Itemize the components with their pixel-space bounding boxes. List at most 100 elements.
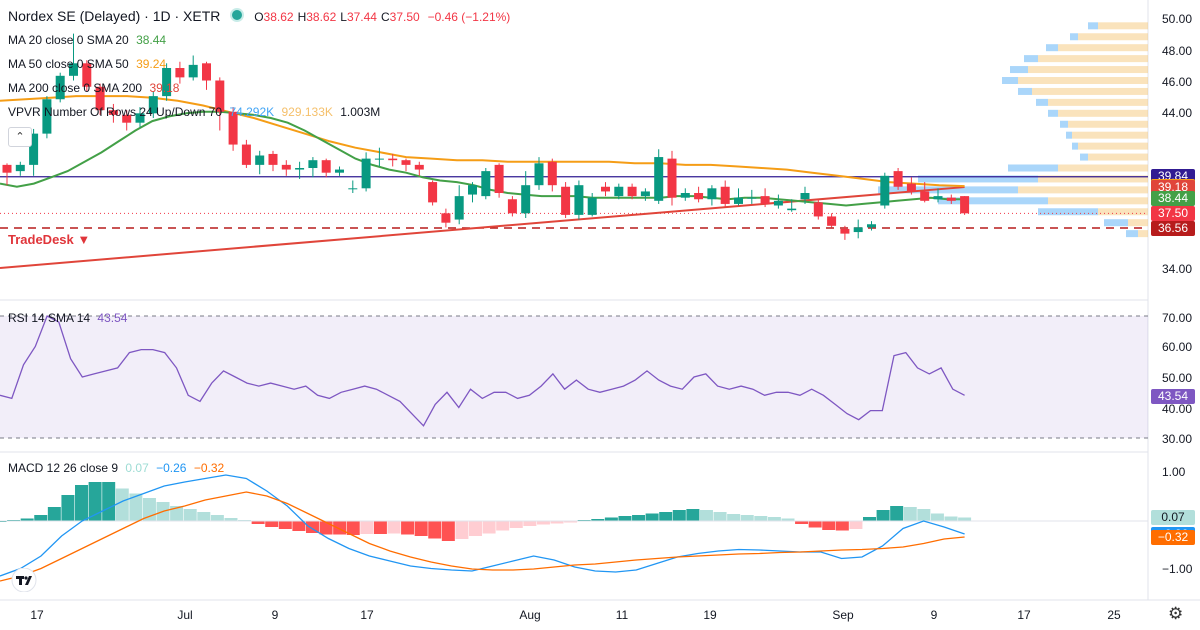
candle-body (880, 175, 890, 206)
symbol-title[interactable]: Nordex SE (Delayed) · 1D · XETR O38.62 H3… (8, 8, 510, 24)
ohlc-readout: O38.62 H38.62 L37.44 C37.50 (254, 10, 424, 24)
legend-ma20[interactable]: MA 20 close 0 SMA 20 38.44 (8, 33, 170, 47)
candle-body (308, 160, 318, 168)
macd-histogram-bar (659, 512, 673, 521)
ohlc-value: 37.50 (389, 10, 420, 24)
candle-body (281, 164, 291, 170)
macd-histogram-bar (604, 517, 618, 521)
candle-body (441, 213, 451, 223)
macd-histogram-bar (387, 521, 401, 534)
candle-body (95, 86, 105, 111)
candle-body (827, 216, 837, 226)
macd-histogram-bar (550, 521, 564, 524)
macd-histogram-bar (903, 507, 917, 521)
candle-body (361, 158, 371, 189)
legend-macd[interactable]: MACD 12 26 close 9 0.07 −0.26 −0.32 (8, 461, 228, 475)
macd-histogram-bar (754, 516, 768, 521)
candle-body (122, 114, 132, 123)
candle-body (587, 197, 597, 215)
macd-histogram-bar (170, 506, 184, 521)
collapse-legend-button[interactable]: ⌃ (8, 127, 32, 147)
candle-body (162, 68, 172, 97)
time-axis-label: 19 (703, 608, 717, 622)
legend-rsi[interactable]: RSI 14 SMA 14 43.54 (8, 311, 131, 325)
vpvr-up-bar (938, 197, 1048, 205)
macd-histogram-bar (862, 517, 876, 521)
vpvr-down-bar (1058, 109, 1148, 117)
ma200-line (0, 186, 965, 269)
vpvr-up-bar (1080, 153, 1088, 161)
candle-body (228, 111, 238, 145)
macd-histogram-bar (808, 521, 822, 528)
macd-hist-value: 0.07 (125, 461, 149, 475)
candle-body (55, 75, 65, 100)
vpvr-up-bar (1046, 44, 1058, 52)
macd-histogram-bar (686, 509, 700, 521)
price-axis-label: 44.00 (1162, 106, 1193, 120)
vpvr-up-value: 74.292K (229, 105, 275, 119)
price-tag: 37.50 (1151, 205, 1195, 221)
candle-body (734, 197, 743, 204)
candle-body (188, 64, 198, 78)
price-tag: 38.44 (1151, 191, 1195, 207)
macd-histogram-bar (183, 509, 197, 521)
rsi-value: 43.54 (97, 311, 128, 325)
candle-body (906, 183, 916, 192)
macd-histogram-bar (197, 512, 211, 521)
vpvr-down-bar (1048, 197, 1148, 205)
macd-histogram-bar (591, 519, 605, 521)
candle-body (680, 193, 690, 198)
market-status-icon (230, 8, 245, 22)
macd-tag: −0.32 (1151, 529, 1195, 545)
ohlc-value: 38.62 (263, 10, 294, 24)
vpvr-up-bar (1048, 109, 1058, 117)
symbol-title-text: Nordex SE (Delayed) · 1D · XETR (8, 8, 221, 24)
price-axis-label: 34.00 (1162, 262, 1193, 276)
candle-body (335, 169, 344, 173)
macd-histogram-bar (917, 509, 931, 521)
candle-body (640, 191, 650, 197)
rsi-label: RSI 14 SMA 14 (8, 311, 91, 325)
candle-body (694, 193, 704, 200)
candle-body (840, 228, 850, 234)
vpvr-up-bar (1010, 66, 1028, 74)
legend-ma200[interactable]: MA 200 close 0 SMA 200 39.18 (8, 81, 183, 95)
macd-line-value: −0.26 (156, 461, 187, 475)
candle-body (853, 227, 863, 233)
vpvr-down-bar (1058, 164, 1148, 172)
legend-vpvr[interactable]: VPVR Number Of Rows 24 Up/Down 70 74.292… (8, 105, 384, 119)
candle-body (813, 202, 823, 217)
legend-ma50[interactable]: MA 50 close 0 SMA 50 39.24 (8, 57, 170, 71)
vpvr-down-bar (1038, 175, 1148, 183)
rsi-line (0, 315, 965, 427)
macd-histogram-bar (509, 521, 523, 528)
candle-body (82, 63, 92, 87)
ma20-value: 38.44 (136, 33, 167, 47)
chevron-up-icon: ⌃ (15, 131, 25, 143)
macd-histogram-bar (890, 506, 904, 521)
candle-body (268, 153, 278, 165)
candle-body (920, 191, 930, 201)
vpvr-down-bar (1078, 142, 1148, 150)
tradingview-logo[interactable] (10, 568, 38, 592)
settings-gear-icon[interactable]: ⚙ (1168, 604, 1184, 623)
candle-body (321, 160, 331, 173)
macd-histogram-bar (75, 485, 89, 521)
candle-body (388, 158, 398, 161)
macd-histogram-bar (278, 521, 292, 529)
vpvr-up-bar (1070, 33, 1078, 41)
macd-histogram-bar (61, 495, 75, 521)
macd-histogram-bar (795, 521, 809, 524)
time-axis-label: 17 (360, 608, 374, 622)
tradedesk-button[interactable]: TradeDesk ▼ (8, 232, 91, 247)
macd-histogram-bar (333, 521, 347, 535)
candle-body (614, 186, 624, 197)
candle-body (773, 200, 783, 206)
candle-body (547, 161, 557, 186)
macd-histogram-bar (849, 521, 863, 529)
macd-histogram-bar (401, 521, 415, 535)
vpvr-up-bar (1104, 219, 1128, 227)
vpvr-up-bar (1060, 120, 1068, 128)
macd-histogram-bar (564, 521, 578, 523)
